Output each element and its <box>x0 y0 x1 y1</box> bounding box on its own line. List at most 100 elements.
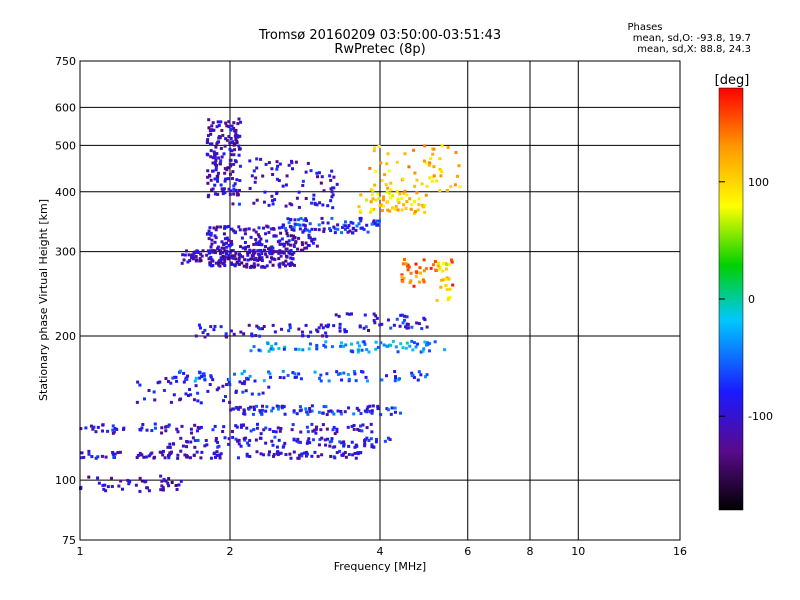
echo-point-trace-3 <box>314 431 318 435</box>
echo-point-trace-6 <box>319 379 323 383</box>
echo-point-trace-15 <box>210 128 214 132</box>
echo-point-trace-6 <box>364 375 368 379</box>
echo-point-trace-4 <box>325 413 329 417</box>
echo-point-trace-1 <box>342 452 346 456</box>
echo-point-trace-8 <box>325 334 329 338</box>
echo-point-trace-6 <box>269 375 273 379</box>
echo-point-trace-18 <box>435 298 439 302</box>
echo-point-trace-1 <box>245 452 249 456</box>
echo-point-trace-17 <box>418 266 422 270</box>
echo-point-trace-4 <box>231 407 235 411</box>
echo-point-trace-11 <box>240 236 244 240</box>
echo-point-trace-1 <box>158 450 162 454</box>
echo-point-trace-10 <box>284 259 288 263</box>
echo-point-trace-1 <box>272 454 276 458</box>
echo-point-trace-11 <box>278 242 282 246</box>
echo-point-trace-8 <box>304 323 308 327</box>
echo-point-trace-8 <box>273 330 277 334</box>
echo-point-trace-3 <box>276 426 280 430</box>
echo-point-trace-10 <box>219 249 223 253</box>
echo-point-trace-8 <box>232 332 236 336</box>
echo-point-trace-16 <box>267 203 271 207</box>
echo-point-trace-15 <box>213 156 217 160</box>
echo-point-trace-18 <box>444 284 448 288</box>
echo-point-trace-12 <box>347 224 351 228</box>
echo-point-trace-13 <box>415 191 419 195</box>
echo-point-trace-12 <box>372 219 376 223</box>
echo-point-trace-12 <box>351 231 355 235</box>
echo-point-trace-2 <box>326 437 330 441</box>
echo-point-trace-2 <box>196 438 200 442</box>
echo-point-trace-1 <box>163 456 167 460</box>
echo-point-trace-3 <box>239 425 243 429</box>
echo-point-trace-7 <box>401 346 405 350</box>
echo-point-trace-12 <box>317 228 321 232</box>
echo-point-trace-10 <box>214 261 218 265</box>
echo-point-trace-11 <box>210 242 214 246</box>
echo-point-trace-12 <box>292 228 296 232</box>
echo-point-trace-15 <box>209 149 213 153</box>
echo-point-trace-17 <box>434 268 438 272</box>
echo-point-trace-16 <box>278 162 282 166</box>
echo-point-trace-9 <box>378 323 382 327</box>
echo-point-trace-5 <box>196 391 200 395</box>
echo-point-trace-15 <box>206 134 210 138</box>
echo-point-trace-11 <box>266 247 270 251</box>
echo-point-trace-15 <box>234 160 238 164</box>
echo-point-trace-9 <box>375 316 379 320</box>
echo-point-trace-16 <box>301 179 305 183</box>
echo-point-trace-10 <box>292 263 296 267</box>
echo-point-trace-9 <box>380 322 384 326</box>
echo-point-trace-16 <box>267 161 271 165</box>
echo-point-trace-2 <box>271 443 275 447</box>
echo-point-trace-4 <box>283 412 287 416</box>
echo-point-trace-1 <box>200 450 204 454</box>
echo-point-trace-7 <box>315 343 319 347</box>
echo-point-trace-15 <box>217 123 221 127</box>
echo-point-trace-4 <box>366 405 370 409</box>
echo-point-trace-9 <box>395 317 399 321</box>
echo-point-trace-11 <box>216 245 220 249</box>
echo-point-trace-15 <box>234 132 238 136</box>
echo-point-trace-13 <box>396 198 400 202</box>
echo-point-trace-8 <box>213 324 217 328</box>
echo-point-trace-1 <box>353 451 357 455</box>
echo-point-trace-3 <box>352 423 356 427</box>
echo-point-trace-7 <box>322 343 326 347</box>
echo-point-trace-0 <box>138 489 142 493</box>
echo-point-trace-5 <box>153 398 157 402</box>
echo-point-trace-10 <box>218 259 222 263</box>
echo-point-trace-10 <box>256 259 260 263</box>
echo-point-trace-11 <box>243 247 247 251</box>
echo-point-trace-15 <box>209 178 213 182</box>
echo-point-trace-1 <box>289 456 293 460</box>
echo-point-trace-16 <box>270 194 274 198</box>
echo-point-trace-8 <box>255 324 259 328</box>
echo-point-trace-7 <box>341 344 345 348</box>
x-tick-label: 1 <box>77 545 84 558</box>
echo-point-trace-2 <box>264 441 268 445</box>
y-tick-label: 75 <box>62 534 76 547</box>
echo-point-trace-1 <box>142 455 146 459</box>
echo-point-trace-9 <box>405 326 409 330</box>
echo-point-trace-13 <box>397 200 401 204</box>
echo-point-trace-16 <box>259 157 263 161</box>
echo-point-trace-15 <box>235 191 239 195</box>
echo-point-trace-15 <box>236 193 240 197</box>
echo-point-trace-10 <box>208 250 212 254</box>
echo-point-trace-3 <box>262 428 266 432</box>
echo-point-trace-6 <box>267 370 271 374</box>
echo-point-trace-11 <box>303 224 307 228</box>
echo-point-trace-15 <box>218 162 222 166</box>
echo-point-trace-7 <box>324 345 328 349</box>
echo-point-trace-6 <box>419 373 423 377</box>
echo-point-trace-16 <box>255 198 259 202</box>
echo-point-trace-2 <box>355 444 359 448</box>
echo-point-trace-18 <box>442 262 446 266</box>
echo-point-trace-12 <box>333 231 337 235</box>
echo-point-trace-1 <box>96 455 100 459</box>
echo-point-trace-11 <box>310 227 314 231</box>
echo-point-trace-16 <box>252 169 256 173</box>
echo-point-trace-11 <box>268 246 272 250</box>
echo-point-trace-1 <box>215 450 219 454</box>
